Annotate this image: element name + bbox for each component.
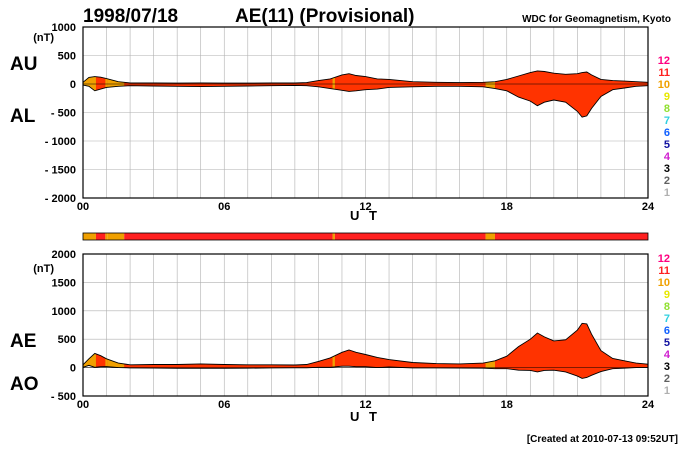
ae-ao-grid bbox=[83, 254, 648, 396]
station-band-frame bbox=[82, 232, 649, 241]
station-band-segment bbox=[124, 233, 333, 240]
ae-ao-y-tick-label: 2000 bbox=[52, 249, 76, 261]
au-al-x-tick-label: 24 bbox=[642, 201, 655, 213]
station-band-segment bbox=[334, 233, 486, 240]
al-series-line bbox=[82, 84, 649, 118]
ae-ao-y-tick-label: 1000 bbox=[52, 306, 76, 318]
au-al-x-tick-label: 12 bbox=[359, 201, 371, 213]
au-al-x-axis-label: U T bbox=[350, 208, 380, 223]
legend-count-7: 7 bbox=[664, 115, 670, 127]
au-al-y-tick-label: 0 bbox=[70, 79, 76, 91]
au-al-x-tick-label: 00 bbox=[77, 201, 89, 213]
ae-ao-fill-10-stations bbox=[332, 323, 335, 379]
index-title: AE(11) (Provisional) bbox=[235, 6, 415, 27]
legend-count-12: 12 bbox=[658, 55, 670, 67]
legend-count-9: 9 bbox=[664, 91, 670, 103]
legend-count-1: 1 bbox=[664, 385, 670, 397]
au-label: AU bbox=[10, 54, 37, 75]
ae-ao-y-tick-label: 500 bbox=[58, 334, 76, 346]
ae-ao-x-tick-label: 24 bbox=[642, 399, 655, 411]
au-al-y-tick-label: - 2000 bbox=[45, 193, 76, 205]
legend-count-11: 11 bbox=[658, 67, 670, 79]
au-al-y-tick-label: 500 bbox=[58, 51, 76, 63]
legend-count-4: 4 bbox=[664, 349, 671, 361]
legend-count-8: 8 bbox=[664, 103, 670, 115]
ae-ao-x-tick-label: 18 bbox=[501, 399, 513, 411]
date-label: 1998/07/18 bbox=[83, 6, 178, 27]
au-al-unit-label: (nT) bbox=[33, 32, 54, 44]
al-label: AL bbox=[10, 106, 36, 127]
legend-count-2: 2 bbox=[664, 373, 670, 385]
station-count-band bbox=[82, 232, 649, 241]
ae-ao-fill-10-stations bbox=[107, 323, 125, 379]
au-al-x-tick-label: 18 bbox=[501, 201, 513, 213]
station-band-segment bbox=[107, 233, 125, 240]
org-label: WDC for Geomagnetism, Kyoto bbox=[522, 14, 671, 25]
legend-count-10: 10 bbox=[658, 277, 670, 289]
legend-count-7: 7 bbox=[664, 313, 670, 325]
ae-ao-fill-10-stations bbox=[485, 323, 495, 379]
au-al-panel: (nT) AU AL U T 1000 500 0 - 500 - 1000 - 1500… bbox=[10, 22, 655, 223]
station-band-segment bbox=[95, 233, 106, 240]
au-al-y-tick-label: - 1500 bbox=[45, 165, 76, 177]
station-band-segment bbox=[105, 233, 108, 240]
ae-ao-x-axis-label: U T bbox=[350, 409, 380, 424]
au-al-y-tick-label: - 500 bbox=[51, 108, 76, 120]
legend-count-6: 6 bbox=[664, 325, 670, 337]
ae-ao-y-tick-label: - 500 bbox=[51, 391, 76, 403]
ae-ao-plot-frame bbox=[82, 253, 649, 397]
station-band-segment bbox=[485, 233, 495, 240]
legend-count-9: 9 bbox=[664, 289, 670, 301]
legend-count-3: 3 bbox=[664, 361, 670, 373]
ae-series-line bbox=[82, 322, 649, 366]
ae-ao-unit-label: (nT) bbox=[33, 263, 54, 275]
ae-label: AE bbox=[10, 331, 36, 352]
station-band-segment bbox=[494, 233, 648, 240]
legend-count-1: 1 bbox=[664, 187, 670, 199]
ae-ao-x-tick-label: 06 bbox=[218, 399, 230, 411]
created-timestamp: [Created at 2010-07-13 09:52UT] bbox=[527, 434, 678, 445]
legend-count-2: 2 bbox=[664, 175, 670, 187]
au-al-y-tick-label: - 1000 bbox=[45, 136, 76, 148]
au-al-grid bbox=[83, 27, 648, 198]
ae-ao-x-tick-label: 12 bbox=[359, 399, 371, 411]
station-band-segment bbox=[332, 233, 335, 240]
au-al-y-tick-label: 1000 bbox=[52, 22, 76, 34]
station-band-segment bbox=[83, 233, 96, 240]
legend-count-5: 5 bbox=[664, 139, 670, 151]
legend-count-12: 12 bbox=[658, 253, 670, 265]
au-al-plot-frame bbox=[82, 26, 649, 199]
legend-count-11: 11 bbox=[658, 265, 670, 277]
legend-count-10: 10 bbox=[658, 79, 670, 91]
legend-count-3: 3 bbox=[664, 163, 670, 175]
au-al-x-tick-label: 06 bbox=[218, 201, 230, 213]
legend-count-5: 5 bbox=[664, 337, 670, 349]
ao-label: AO bbox=[10, 374, 39, 395]
ae-ao-fill-10-stations bbox=[83, 323, 96, 379]
ae-ao-y-tick-label: 0 bbox=[70, 363, 76, 375]
legend-count-8: 8 bbox=[664, 301, 670, 313]
ae-ao-y-tick-label: 1500 bbox=[52, 277, 76, 289]
ae-ao-x-tick-label: 00 bbox=[77, 399, 89, 411]
legend-count-6: 6 bbox=[664, 127, 670, 139]
legend-count-4: 4 bbox=[664, 151, 671, 163]
au-series-line bbox=[82, 70, 649, 84]
ao-series-line bbox=[82, 364, 648, 379]
